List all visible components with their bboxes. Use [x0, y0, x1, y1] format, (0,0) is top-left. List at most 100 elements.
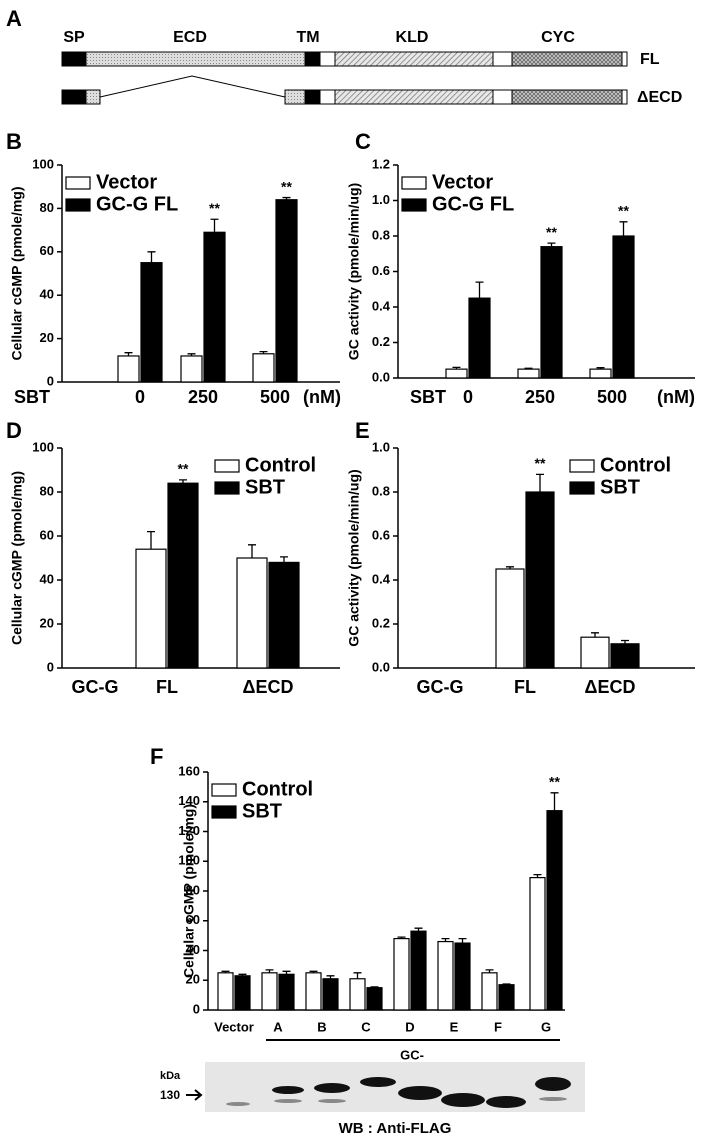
legend-label: Control — [600, 454, 671, 476]
bar — [140, 262, 163, 383]
x-tick-label: ΔECD — [243, 677, 294, 697]
y-tick-label: 100 — [32, 439, 54, 454]
error-bar — [187, 353, 196, 356]
x-unit-label: (nM) — [303, 387, 341, 407]
y-tick-label: 1.0 — [372, 192, 390, 207]
bar — [322, 978, 339, 1011]
error-bar — [458, 937, 467, 944]
error-bar — [452, 366, 461, 370]
bar — [217, 972, 234, 1011]
bar — [612, 235, 635, 379]
y-tick-label: 100 — [178, 853, 200, 868]
legend-label: SBT — [242, 800, 282, 822]
y-tick-label: 20 — [40, 615, 54, 630]
bar — [546, 810, 563, 1011]
y-tick-label: 0.6 — [372, 263, 390, 278]
panel-label: A — [6, 6, 22, 31]
y-tick-label: 0.2 — [372, 615, 390, 630]
y-tick-label: 0 — [193, 1001, 200, 1016]
legend-label: Vector — [432, 171, 493, 193]
legend-swatch — [65, 176, 91, 190]
bar — [529, 877, 546, 1011]
bar — [525, 491, 555, 669]
bar — [278, 973, 295, 1011]
error-bar — [353, 972, 362, 979]
error-bar — [502, 983, 511, 985]
domain-diagram: SP ECD TM KLD CYC FL ΔECD — [61, 29, 682, 106]
error-bar — [124, 352, 133, 356]
error-bar — [309, 970, 318, 973]
x-tick-label: B — [317, 1019, 326, 1034]
error-bar — [147, 530, 155, 550]
error-bar — [621, 639, 629, 644]
domain-label: CYC — [541, 29, 575, 46]
bar — [261, 972, 278, 1011]
x-tick-label: D — [405, 1019, 414, 1034]
error-bar — [248, 544, 256, 558]
panel-label: E — [355, 418, 370, 443]
y-tick-label: 160 — [178, 763, 200, 778]
error-bar — [280, 556, 288, 563]
x-tick-label: 500 — [260, 387, 290, 407]
blot-marker: 130 — [160, 1088, 180, 1102]
y-axis-label: Cellular cGMP (pmole/mg) — [9, 187, 25, 361]
error-bar — [326, 975, 335, 979]
y-tick-label: 40 — [40, 571, 54, 586]
x-tick-label: 250 — [525, 387, 555, 407]
x-tick-label: 500 — [597, 387, 627, 407]
y-tick-label: 0.8 — [372, 483, 390, 498]
x-tick-label: G — [541, 1019, 551, 1034]
x-tick-label: C — [361, 1019, 371, 1034]
y-tick-label: 1.0 — [372, 439, 390, 454]
y-tick-label: 60 — [40, 527, 54, 542]
legend-label: GC-G FL — [432, 193, 514, 215]
legend-swatch — [569, 459, 595, 473]
y-tick-label: 0.0 — [372, 659, 390, 674]
bar — [445, 368, 468, 379]
bar — [366, 987, 383, 1011]
bar — [203, 231, 226, 383]
significance: ** — [535, 455, 546, 471]
error-bar — [441, 937, 450, 942]
y-axis-label: GC activity (pmole/min/ug) — [346, 469, 362, 646]
error-bar — [506, 566, 514, 569]
bar — [517, 368, 540, 379]
bar — [117, 355, 140, 383]
error-bar — [475, 281, 484, 299]
panel-label: D — [6, 418, 22, 443]
error-bar — [547, 242, 556, 247]
y-axis-label: Cellular cGMP (pmole/mg) — [181, 804, 197, 978]
error-bar — [524, 367, 533, 370]
bar — [589, 368, 612, 379]
x-tick-label: 250 — [188, 387, 218, 407]
bar — [580, 636, 610, 669]
significance: ** — [618, 203, 629, 219]
domain-label: TM — [296, 29, 319, 46]
bar — [454, 942, 471, 1011]
error-bar — [221, 970, 230, 973]
bar — [167, 482, 199, 669]
y-tick-label: 80 — [186, 882, 200, 897]
legend-swatch — [214, 481, 240, 495]
x-tick-label: Vector — [214, 1019, 254, 1034]
y-tick-label: 80 — [40, 483, 54, 498]
y-axis-label: Cellular cGMP (pmole/mg) — [9, 471, 25, 645]
y-tick-label: 1.2 — [372, 156, 390, 171]
construct-label: FL — [640, 51, 660, 68]
y-tick-label: 0 — [47, 373, 54, 388]
bar — [540, 246, 563, 379]
x-tick-label: FL — [156, 677, 178, 697]
legend-label: Control — [245, 454, 316, 476]
x-axis-label: SBT — [14, 387, 50, 407]
x-tick-label: E — [450, 1019, 459, 1034]
y-tick-label: 40 — [186, 942, 200, 957]
y-tick-label: 40 — [40, 287, 54, 302]
bar — [135, 548, 167, 669]
x-axis-label: SBT — [410, 387, 446, 407]
bar — [410, 930, 427, 1011]
significance: ** — [281, 178, 292, 194]
panel-label: C — [355, 129, 371, 154]
blot-unit: kDa — [160, 1070, 181, 1082]
x-unit-label: (nM) — [657, 387, 695, 407]
